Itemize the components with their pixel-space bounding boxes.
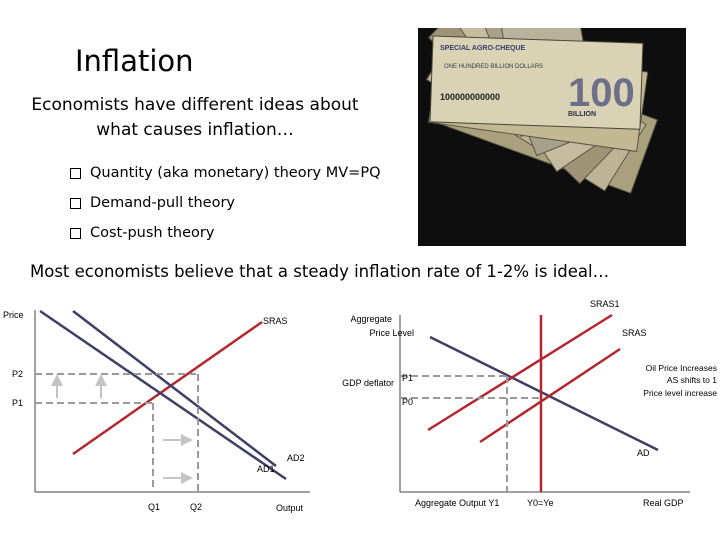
y-axis-label: Price (3, 310, 24, 320)
real-gdp-label: Real GDP (643, 498, 684, 508)
summary-text: Most economists believe that a steady in… (30, 262, 610, 281)
y-axis-label-line1: Aggregate (350, 314, 392, 324)
p1-label: P1 (12, 398, 23, 408)
cost-push-graph: Aggregate Price Level GDP deflator SRAS1… (342, 299, 717, 508)
p0-label: P0 (402, 397, 413, 407)
banknote-fan (425, 28, 658, 194)
p1-label: P1 (402, 373, 413, 383)
sras1-curve (427, 313, 613, 432)
bullet-item: Quantity (aka monetary) theory MV=PQ (70, 158, 381, 188)
note-line2: AS shifts to 1 (667, 375, 717, 385)
banknote-word: BILLION (568, 111, 596, 118)
bullet-text: Cost-push theory (90, 225, 215, 241)
gdp-deflator-label: GDP deflator (342, 378, 394, 388)
ad1-curve (72, 310, 277, 467)
banknote-denomination: 100 (568, 71, 635, 115)
ad-label: AD (637, 448, 650, 458)
sras-curve (72, 320, 263, 456)
y-axis-label-line2: Price Level (369, 328, 414, 338)
ad-curve (429, 335, 659, 452)
checkbox-icon (70, 197, 81, 209)
demand-pull-graph: Price Output SRAS AD2 AD1 P2 P1 Q1 Q2 (3, 309, 310, 513)
banknote-header: SPECIAL AGRO-CHEQUE (440, 45, 526, 52)
intro-text: Economists have different ideas about wh… (31, 95, 359, 140)
sras-label: SRAS (263, 316, 288, 326)
note-line3: Price level increase (643, 388, 717, 398)
sras-curve (479, 347, 621, 444)
x-axis-label: Aggregate Output Y1 (415, 498, 499, 508)
checkbox-icon (70, 227, 81, 239)
bullet-list: Quantity (aka monetary) theory MV=PQ Dem… (70, 158, 381, 248)
p2-label: P2 (12, 369, 23, 379)
ad2-label: AD2 (287, 453, 305, 463)
bullet-item: Demand-pull theory (70, 188, 381, 218)
banknote-photo: SPECIAL AGRO-CHEQUE ONE HUNDRED BILLION … (418, 28, 686, 246)
ad2-curve (39, 309, 287, 481)
ye-label: Y0=Ye (527, 498, 553, 508)
slide-title: Inflation (75, 44, 194, 78)
bullet-text: Demand-pull theory (90, 195, 235, 211)
note-line1: Oil Price Increases (646, 363, 717, 373)
banknote-text: ONE HUNDRED BILLION DOLLARS (444, 64, 543, 70)
x-axis-label: Output (276, 503, 304, 513)
sras-label: SRAS (622, 328, 647, 338)
sras1-label: SRAS1 (590, 299, 620, 309)
bullet-text: Quantity (aka monetary) theory MV=PQ (90, 165, 381, 181)
q1-label: Q1 (148, 502, 160, 512)
checkbox-icon (70, 167, 81, 179)
banknote-amount: 100000000000 (440, 92, 500, 102)
ad1-label: AD1 (257, 464, 275, 474)
q2-label: Q2 (190, 502, 202, 512)
bullet-item: Cost-push theory (70, 218, 381, 248)
